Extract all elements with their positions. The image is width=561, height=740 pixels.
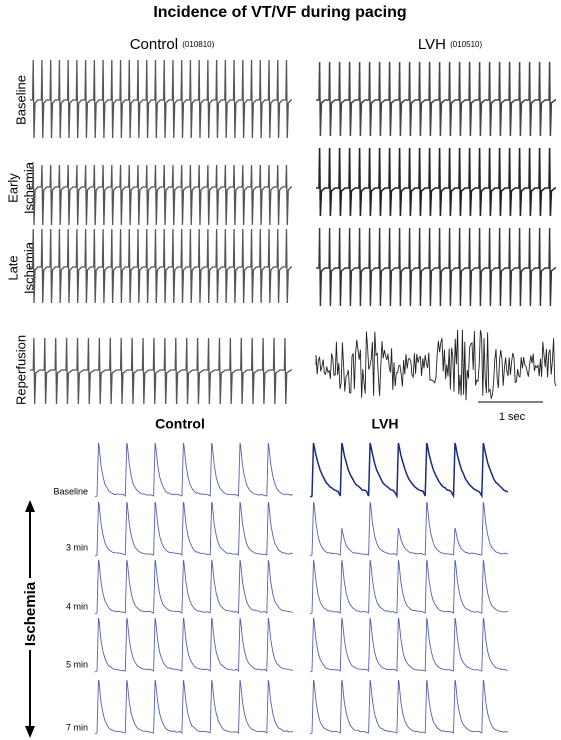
trace	[94, 501, 293, 557]
label-background	[22, 578, 38, 650]
trace	[309, 559, 508, 615]
trace	[94, 442, 293, 498]
figure-title: Incidence of VT/VF during pacing	[153, 4, 406, 21]
row-label: 5 min	[66, 659, 88, 669]
row-label: 3 min	[66, 542, 88, 552]
trace	[316, 61, 556, 137]
row-label: Early	[5, 173, 20, 203]
trace	[309, 679, 508, 735]
row-label: Baseline	[53, 486, 88, 496]
trace	[309, 442, 509, 499]
trace	[316, 227, 556, 307]
column-id: (010810)	[182, 40, 214, 49]
trace	[30, 337, 292, 405]
row-label: Reperfusion	[13, 335, 28, 405]
row-label: Late	[5, 255, 20, 280]
column-header: Control	[155, 416, 205, 432]
scale-bar-label: 1 sec	[499, 411, 526, 423]
trace	[94, 679, 293, 735]
column-header: LVH	[372, 416, 399, 432]
column-label: LVH	[418, 36, 446, 53]
trace	[309, 617, 508, 673]
row-label: 4 min	[66, 601, 88, 611]
column-id: (010510)	[450, 40, 482, 49]
arrow-head	[25, 726, 35, 738]
trace	[315, 329, 557, 401]
trace	[30, 59, 292, 139]
column-header: LVH (010510)	[418, 36, 483, 53]
trace	[316, 147, 556, 217]
trace	[30, 164, 292, 226]
trace	[30, 228, 292, 304]
trace	[94, 617, 293, 673]
column-label: Control	[130, 36, 178, 53]
arrow-head	[25, 500, 35, 512]
axis-label: Ischemia	[22, 581, 39, 646]
trace	[94, 559, 293, 615]
column-header: Control (010810)	[130, 36, 215, 53]
trace	[309, 501, 509, 557]
row-label: 7 min	[66, 722, 88, 732]
row-label: Baseline	[13, 75, 28, 125]
